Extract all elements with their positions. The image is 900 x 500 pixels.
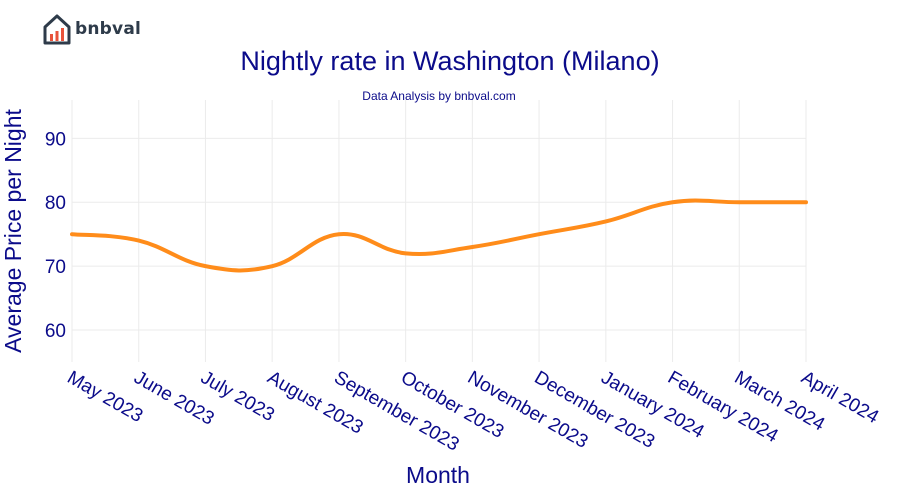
y-tick-label: 90 <box>45 129 66 150</box>
x-tick-label: February 2024 <box>664 367 782 447</box>
x-tick-label: May 2023 <box>64 367 147 427</box>
brand-name: bnbval <box>75 19 142 39</box>
x-axis-title: Month <box>406 462 470 488</box>
series-lines <box>70 198 808 273</box>
chart-title: Nightly rate in Washington (Milano) <box>240 46 659 76</box>
grid <box>71 100 807 362</box>
y-tick-label: 70 <box>45 257 66 278</box>
series-line <box>70 198 808 273</box>
y-tick-label: 80 <box>45 193 66 214</box>
brand-logo: bnbval <box>42 12 141 46</box>
house-chart-icon <box>43 14 71 45</box>
y-tick-label: 60 <box>45 321 66 342</box>
chart-subtitle: Data Analysis by bnbval.com <box>362 89 515 103</box>
y-axis-ticks: 60 70 80 90 <box>45 129 66 342</box>
y-axis-title: Average Price per Night <box>0 109 26 353</box>
